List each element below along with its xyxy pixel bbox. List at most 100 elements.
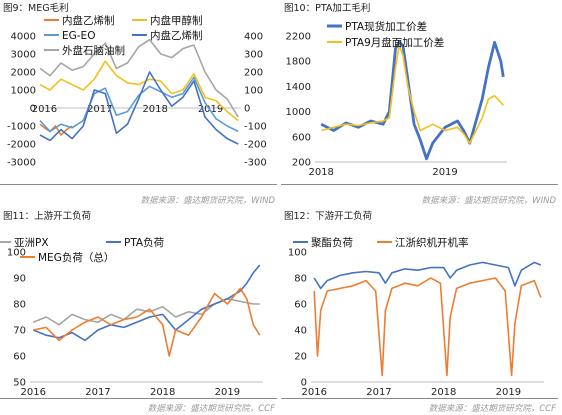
plot-area [320, 40, 505, 161]
legend-label: PTA9月盘面加工价差 [345, 36, 444, 49]
chart-title: 图12：下游开工负荷 [284, 211, 373, 222]
plot-area [32, 264, 261, 357]
source-note: 数据来源：盛达期货研究院，WIND [140, 196, 275, 206]
legend: 聚酯负荷 江浙织机开机率 [293, 236, 469, 249]
x-tick-label: 2018 [150, 387, 175, 395]
divider-line [281, 184, 558, 185]
axes: 0 20 40 60 80 100 2016 2017 2018 2019 [288, 248, 544, 395]
series-line [313, 277, 542, 377]
x-tick-label: 2019 [496, 387, 521, 395]
y2-tick-label: 0 [244, 104, 250, 115]
x-tick-label: 2016 [21, 387, 46, 395]
y2-tick-label: -100 [244, 122, 267, 133]
chart-title: 图10：PTA加工毛利 [284, 3, 371, 14]
series-line [32, 264, 261, 342]
y-tick-label: 80 [294, 274, 307, 285]
y-tick-label: 50 [13, 378, 26, 389]
divider-line [281, 398, 558, 399]
y-tick-label: 4000 [11, 32, 36, 43]
panel-downstream-load: 图12：下游开工负荷 0 20 40 60 80 100 2016 2017 2018 2019 聚… [281, 208, 562, 415]
x-tick-label: 2017 [366, 387, 391, 395]
axes: 50 60 70 80 90 100 2016 2017 2018 2019 [7, 248, 263, 395]
legend-label: 亚洲PX [14, 237, 49, 249]
legend-label: 内盘乙烯制 [62, 14, 115, 27]
x-tick-label: 2016 [302, 387, 327, 395]
legend-label: PTA负荷 [124, 236, 164, 249]
y2-tick-label: -300 [244, 158, 267, 169]
legend: PTA现货加工价差 PTA9月盘面加工价差 [327, 20, 444, 49]
plot-area [313, 261, 542, 377]
y-tick-label: 0 [30, 104, 36, 115]
x-tick-label: 2017 [85, 387, 110, 395]
legend-label: 内盘甲醇制 [150, 14, 203, 27]
series-line [33, 287, 261, 357]
series-line [313, 261, 542, 290]
source-note: 数据来源：盛达期货研究院，CCF [147, 404, 275, 414]
y-tick-label: 90 [13, 274, 26, 285]
x-tick-label: 2018 [308, 167, 333, 178]
x-tick-label: 2016 [32, 104, 57, 115]
y-tick-label: 80 [13, 300, 26, 311]
y2-tick-label: -200 [244, 140, 267, 151]
legend-label: MEG负荷（总） [38, 251, 114, 264]
y-tick-label: 1400 [286, 82, 311, 93]
panel-meg-margin: 图9：MEG毛利 -3000 -2000 -1000 0 1000 2000 3000 400… [0, 0, 281, 207]
legend-label: PTA现货加工价差 [345, 20, 427, 33]
y-tick-label: 40 [294, 326, 307, 337]
axes: 200 600 1000 1400 1800 2200 2018 2019 [286, 32, 507, 178]
axes: -3000-2000-100001000200030004000-300-200… [7, 32, 267, 169]
y-tick-label: -2000 [7, 140, 36, 151]
y2-tick-label: 100 [244, 86, 263, 97]
series-line [321, 44, 504, 144]
x-tick-label: 2019 [432, 167, 457, 178]
source-note: 数据来源：盛达期货研究院，CCF [428, 404, 556, 414]
series-line [39, 60, 239, 122]
legend: 亚洲PX PTA负荷 MEG负荷（总） [0, 236, 164, 264]
panel-upstream-load: 图11：上游开工负荷 50 60 70 80 90 100 2016 2017 2018 2019… [0, 208, 281, 415]
y-tick-label: -1000 [7, 122, 36, 133]
x-tick-label: 2018 [431, 387, 456, 395]
chart-area: 0 20 40 60 80 100 2016 2017 2018 2019 聚酯负荷 江浙织机开机率 [288, 236, 544, 395]
x-tick-label: 2018 [142, 104, 167, 115]
x-tick-label: 2019 [215, 387, 240, 395]
y-tick-label: 600 [292, 132, 311, 143]
y-tick-label: 1000 [286, 107, 311, 118]
y-tick-label: -3000 [7, 158, 36, 169]
series-line [39, 38, 239, 118]
legend-label: 外盘石脑油制 [62, 44, 125, 57]
y-tick-label: 100 [7, 248, 26, 259]
y2-tick-label: 300 [244, 50, 263, 61]
series-line [39, 76, 239, 133]
y-tick-label: 3000 [11, 50, 36, 61]
legend-label: 江浙织机开机率 [395, 236, 469, 249]
y-tick-label: 2000 [11, 68, 36, 79]
series-line [320, 40, 505, 161]
legend-label: 聚酯负荷 [311, 236, 353, 249]
y-tick-label: 200 [292, 158, 311, 169]
y-tick-label: 70 [13, 326, 26, 337]
y-tick-label: 1000 [11, 86, 36, 97]
legend-label: 内盘乙烯制 [150, 29, 203, 42]
plot-area [39, 38, 239, 145]
y2-tick-label: 400 [244, 32, 263, 43]
chart-area: 50 60 70 80 90 100 2016 2017 2018 2019 亚洲PX PTA负荷 ME… [0, 236, 263, 395]
source-note: 数据来源：盛达期货研究院，WIND [421, 196, 556, 206]
y-tick-label: 20 [294, 352, 307, 363]
series-line [39, 123, 73, 136]
series-line [39, 71, 239, 145]
panel-pta-margin: 图10：PTA加工毛利 200 600 1000 1400 1800 2200 2018 20… [281, 0, 562, 207]
y-tick-label: 1800 [286, 57, 311, 68]
legend-label: EG-EO [62, 30, 95, 42]
y-tick-label: 0 [301, 378, 307, 389]
y-tick-label: 2200 [286, 32, 311, 43]
divider-line [0, 398, 277, 399]
divider-line [0, 184, 277, 185]
y2-tick-label: 200 [244, 68, 263, 79]
y-tick-label: 60 [294, 300, 307, 311]
x-tick-label: 2017 [87, 104, 112, 115]
y-tick-label: 60 [13, 352, 26, 363]
chart-area: -3000-2000-100001000200030004000-300-200… [7, 14, 267, 169]
chart-title: 图9：MEG毛利 [3, 3, 69, 14]
